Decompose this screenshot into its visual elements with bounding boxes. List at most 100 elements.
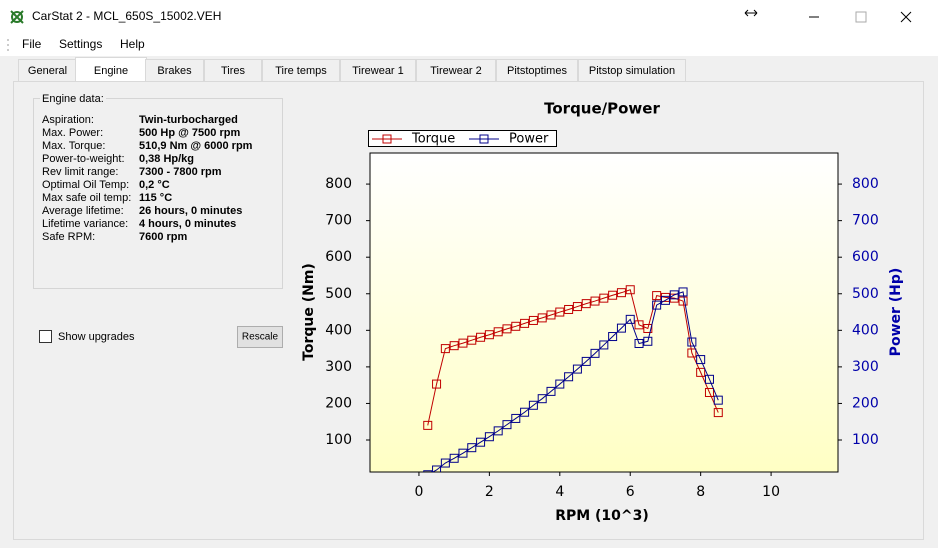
row-label: Safe RPM: [42,231,95,243]
series-marker [467,443,477,453]
row-value: 0,38 Hp/kg [139,153,194,165]
series-marker [511,413,521,423]
series-marker [643,323,653,333]
tab-label[interactable]: Brakes [157,65,192,77]
y-tick-label: 300 [325,359,352,375]
series-marker [625,314,635,324]
series-marker [634,338,644,348]
series-marker [678,287,688,297]
series-marker [687,348,697,358]
tab-label[interactable]: Tires [221,65,246,77]
close-button[interactable] [900,11,912,23]
series-marker [590,296,600,306]
menu-item[interactable]: Settings [59,37,102,51]
tab-label[interactable]: Tirewear 2 [430,65,482,77]
legend-box [368,130,557,147]
menu-item[interactable]: Help [120,37,145,51]
series-marker [660,295,670,305]
row-value: 26 hours, 0 minutes [139,205,242,217]
plot-content [423,285,723,472]
menu-item[interactable]: File [22,37,42,51]
series-marker [590,348,600,358]
series-marker [511,321,521,331]
row-label: Optimal Oil Temp: [42,179,129,191]
y2-tick-label: 200 [852,395,879,411]
series-marker [467,335,477,345]
series-marker [520,318,530,328]
tab-label[interactable]: Pitstoptimes [507,65,567,77]
group-box [33,98,283,289]
series-marker [713,395,723,405]
row-value: Twin-turbocharged [139,114,238,126]
row-label: Power-to-weight: [42,153,125,165]
maximize-button[interactable] [855,11,867,23]
series-marker [423,420,433,430]
plot-border [369,152,839,473]
series-marker [449,453,459,463]
y2-tick-label: 500 [852,286,879,302]
series-marker [572,364,582,374]
x-axis-label: RPM (10^3) [555,508,649,524]
series-marker [608,332,618,342]
rescale-button[interactable] [237,326,283,348]
tab-label[interactable]: Tire temps [275,65,327,77]
row-label: Max. Torque: [42,140,105,152]
series-marker [652,291,662,301]
series-marker [537,313,547,323]
y-tick-label: 200 [325,395,352,411]
series-marker [643,336,653,346]
row-label: Average lifetime: [42,205,124,217]
tab-label[interactable]: Engine [94,65,128,77]
y-tick-label: 800 [325,176,352,192]
y-tick-label: 600 [325,249,352,265]
series-marker [704,374,714,384]
tab-label[interactable]: General [28,65,67,77]
series-marker [555,307,565,317]
series-marker [564,372,574,382]
series-marker [581,356,591,366]
row-value: 7600 rpm [139,231,188,243]
series-marker [502,324,512,334]
x-tick-label: 2 [485,484,494,500]
app-icon [10,10,24,24]
series-marker [652,300,662,310]
series-marker [476,437,486,447]
row-value: 115 °C [139,192,172,204]
y2-tick-label: 800 [852,176,879,192]
rescale-button-label[interactable]: Rescale [242,332,279,343]
series-marker [669,290,679,300]
series-marker [484,330,494,340]
series-marker [493,327,503,337]
chart-title: Torque/Power [544,100,660,118]
series-marker [687,337,697,347]
window-title: CarStat 2 - MCL_650S_15002.VEH [32,9,221,23]
series-marker [704,387,714,397]
resize-icon [744,9,758,17]
tab-label[interactable]: Tirewear 1 [352,65,404,77]
row-label: Lifetime variance: [42,218,128,230]
series-marker [616,323,626,333]
y-axis-label: Torque (Nm) [301,263,317,361]
tab-label[interactable]: Pitstop simulation [589,65,675,77]
y2-tick-label: 700 [852,213,879,229]
row-label: Aspiration: [42,114,94,126]
group-box-title: Engine data: [42,93,104,105]
checkbox[interactable] [39,330,52,343]
series-marker [696,355,706,365]
x-tick-label: 10 [762,484,780,500]
row-label: Rev limit range: [42,166,118,178]
series-marker [564,304,574,314]
series-marker [678,296,688,306]
legend-marker [382,134,392,144]
series-marker [440,344,450,354]
series-marker [555,379,565,389]
checkbox-label[interactable]: Show upgrades [58,331,135,343]
x-tick-label: 4 [555,484,564,500]
y-tick-label: 700 [325,213,352,229]
y-tick-label: 400 [325,322,352,338]
group-box-title-bg [40,94,106,104]
series-marker [423,470,433,472]
x-tick-label: 8 [696,484,705,500]
series-marker [546,386,556,396]
